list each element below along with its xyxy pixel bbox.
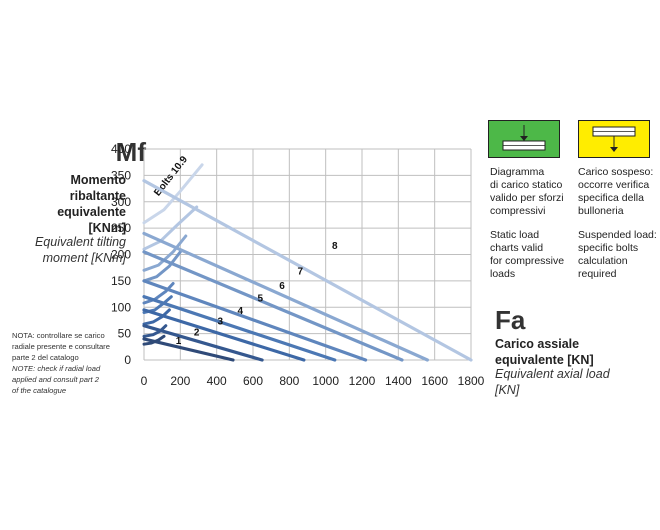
mf-label-english: Equivalent tilting moment [KNm] (0, 234, 126, 266)
x-tick-label: 1600 (421, 374, 448, 388)
mf-symbol: Mf (115, 137, 146, 167)
x-tick-label: 600 (243, 374, 263, 388)
series-line-7 (142, 231, 429, 362)
y-tick-label: 250 (111, 221, 131, 235)
suspended-legend-italian: Carico sospeso: occorre verifica specifi… (578, 166, 660, 218)
bolt-curves: Bolts 10.9 (142, 154, 204, 346)
y-tick-label: 350 (111, 168, 131, 182)
mf-label-line: Momento (70, 173, 126, 187)
y-tick-label: 400 (111, 142, 131, 156)
bolt-curve (142, 234, 188, 272)
fa-symbol: Fa (495, 305, 526, 335)
note-line: parte 2 del catalogo (12, 353, 79, 362)
chart-series (142, 179, 473, 362)
legend-line: Diagramma (490, 166, 545, 178)
chart-labels: 1 2 3 4 5 6 7 8 (176, 241, 338, 347)
y-tick-label: 100 (111, 300, 131, 314)
mf-label-line: Equivalent tilting (34, 235, 126, 249)
legend-line: loads (490, 268, 516, 280)
legend-line: charts valid (490, 242, 544, 254)
y-tick-label: 150 (111, 274, 131, 288)
y-tick-label: 200 (111, 248, 131, 262)
series-line-5 (142, 279, 368, 362)
series-line-6 (142, 250, 404, 362)
legend-line: Carico sospeso: (578, 166, 654, 178)
legend-line: specifica della (578, 192, 644, 204)
fa-label-line: [KN] (495, 383, 520, 397)
fa-label-line: Carico assiale (495, 337, 580, 351)
y-tick-label: 0 (124, 353, 131, 367)
legend-line: for compressive (490, 255, 565, 267)
series-number-label: 4 (238, 306, 244, 317)
legend-line: Static load (490, 229, 540, 241)
legend-line: specific bolts (578, 242, 639, 254)
suspended-load-icon (578, 120, 650, 158)
series-number-label: 7 (297, 267, 303, 278)
legend-line: bulloneria (578, 205, 624, 217)
series-line-4 (142, 295, 337, 362)
x-tick-label: 0 (141, 374, 148, 388)
static-load-icon (488, 120, 560, 158)
fa-label-italian: Carico assiale equivalente [KN] (495, 336, 635, 368)
series-line-3 (142, 308, 306, 362)
series-number-label: 3 (218, 317, 224, 328)
note-line: NOTE: check if radial load (12, 364, 101, 373)
bolt-curve (142, 250, 182, 283)
legend-line: calculation (578, 255, 628, 267)
bolt-curve (142, 205, 199, 251)
x-tick-label: 1800 (458, 374, 485, 388)
bolt-curve (142, 163, 204, 225)
series-line-8 (142, 179, 473, 362)
x-tick-label: 1000 (312, 374, 339, 388)
fa-label-line: Equivalent axial load (495, 367, 610, 381)
chart-grid (143, 148, 472, 361)
legend-line: required (578, 268, 617, 280)
x-tick-label: 800 (279, 374, 299, 388)
series-number-label: 1 (176, 336, 182, 347)
mf-label-line: ribaltante (69, 189, 126, 203)
suspended-load-diagram-icon (592, 126, 636, 152)
mf-label-italian: Momento ribaltante equivalente [KNm] (0, 172, 126, 236)
note-italian: NOTA: controllare se carico radiale pres… (12, 330, 130, 363)
mf-label-line: moment [KNm] (42, 251, 126, 265)
series-line-1 (142, 337, 235, 362)
legend-line: di carico statico (490, 179, 563, 191)
x-tick-label: 400 (207, 374, 227, 388)
mf-label-line: equivalente (57, 205, 126, 219)
suspended-legend-english: Suspended load: specific bolts calculati… (578, 229, 660, 281)
legend-line: occorre verifica (578, 179, 650, 191)
x-tick-label: 200 (170, 374, 190, 388)
legend-line: compressivi (490, 205, 546, 217)
chart-ticks: 0 200 400 600 800 1000 1200 1400 1600 18000501001… (111, 142, 485, 388)
mf-label-line: [KNm] (88, 221, 127, 235)
static-legend-english: Static load charts valid for compressive… (490, 229, 582, 281)
bolt-curve (142, 324, 168, 338)
note-line: NOTA: controllare se carico (12, 331, 105, 340)
static-legend-italian: Diagramma di carico statico valido per s… (490, 166, 582, 218)
fa-label-english: Equivalent axial load [KN] (495, 366, 635, 398)
static-load-diagram-icon (502, 125, 546, 151)
legend-line: Suspended load: (578, 229, 657, 241)
note-line: of the catalogue (12, 386, 67, 395)
x-tick-label: 1200 (349, 374, 376, 388)
note-line: radiale presente e consultare (12, 342, 110, 351)
series-line-2 (142, 324, 264, 362)
x-tick-label: 1400 (385, 374, 412, 388)
series-number-label: 6 (279, 281, 285, 292)
note-english: NOTE: check if radial load applied and c… (12, 363, 130, 396)
series-number-label: 8 (332, 241, 338, 252)
bolts-grade-label: Bolts 10.9 (152, 154, 190, 198)
y-tick-label: 300 (111, 195, 131, 209)
y-tick-label: 50 (118, 327, 132, 341)
bolt-curve (142, 308, 171, 326)
series-number-label: 5 (257, 293, 263, 304)
note-line: applied and consult part 2 (12, 375, 99, 384)
legend-line: valido per sforzi (490, 192, 564, 204)
bolt-curve (142, 282, 175, 305)
series-number-label: 2 (194, 328, 200, 339)
fa-label-line: equivalente [KN] (495, 353, 594, 367)
